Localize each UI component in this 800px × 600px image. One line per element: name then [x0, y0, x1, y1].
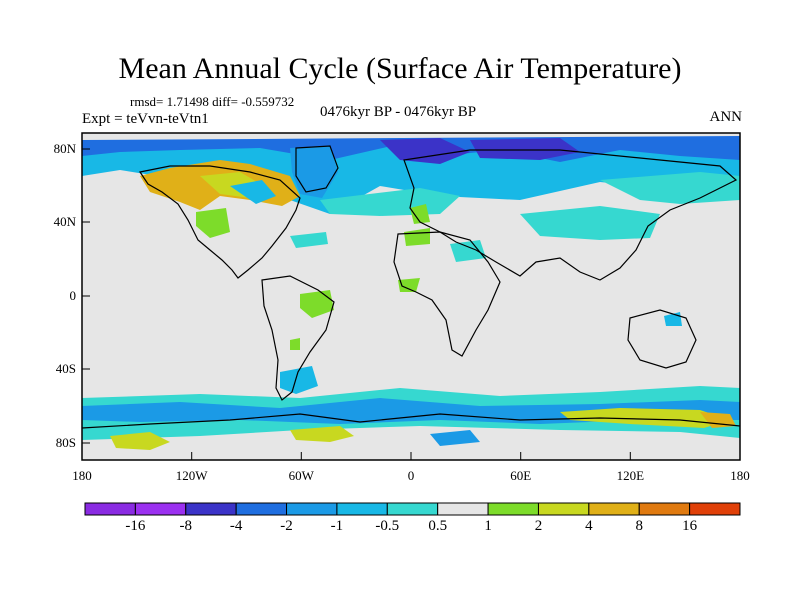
colorbar-label: -16	[125, 518, 146, 534]
antarctica-coast	[81, 413, 741, 429]
field-anomalies	[82, 136, 740, 460]
colorbar-box	[235, 502, 288, 516]
colorbar-box	[286, 502, 338, 516]
lon-tick-label: 180	[730, 468, 750, 483]
colorbar-box	[386, 502, 439, 516]
colorbar-label: -8	[179, 518, 193, 534]
colorbar-box	[134, 502, 187, 516]
colorbar-box	[638, 502, 691, 516]
lon-tick-label: 60W	[289, 468, 315, 483]
period-label: 0476kyr BP - 0476kyr BP	[320, 104, 477, 120]
colorbar-label: -1	[330, 518, 344, 534]
central-atlantic-cyan	[290, 232, 328, 248]
rmsd-diff-stats: rmsd= 1.71498 diff= -0.559732	[130, 94, 295, 109]
lon-tick-label: 60E	[510, 468, 531, 483]
coastlines	[81, 145, 741, 429]
south-america-coast	[261, 275, 335, 401]
colorbar-label: -4	[229, 518, 243, 534]
lat-tick-label: 40S	[56, 361, 76, 376]
colorbar-box	[689, 502, 741, 516]
andes-green	[290, 338, 300, 350]
colorbar-box	[185, 502, 237, 516]
antarctica-light	[82, 426, 740, 460]
longitude-labels: 180 120W 60W 0 60E 120E 180	[72, 468, 750, 483]
lon-tick-label: 120E	[617, 468, 645, 483]
colorbar-label: 16	[682, 518, 698, 534]
antarctica-orange-east	[700, 412, 736, 428]
ross-sea-yellow	[110, 432, 170, 450]
latitude-labels: 80N 40N 0 40S 80S	[54, 141, 77, 450]
colorbar-box	[336, 502, 388, 516]
greenland-coast	[295, 145, 339, 193]
antarctica-yellow-east	[560, 408, 730, 428]
season-label: ANN	[709, 109, 743, 125]
eurasia-coast	[403, 149, 738, 281]
siberia-dark-blue	[380, 138, 470, 164]
africa-coast	[393, 231, 501, 357]
patagonia-cyan	[280, 366, 318, 394]
north-america-cyan-patch	[230, 180, 276, 204]
plot-title: Mean Annual Cycle (Surface Air Temperatu…	[118, 52, 682, 85]
colorbar-box	[537, 502, 590, 516]
europe-green	[410, 204, 430, 224]
australia-coast	[627, 309, 697, 369]
colorbar-label: 8	[635, 518, 643, 534]
lat-tick-label: 0	[70, 288, 77, 303]
experiment-label: Expt = teVvn-teVtn1	[82, 111, 209, 127]
colorbar	[84, 502, 741, 516]
western-us-green	[196, 208, 230, 238]
colorbar-label: 4	[585, 518, 593, 534]
lat-tick-label: 40N	[54, 214, 77, 229]
colorbar-label: -0.5	[375, 518, 400, 534]
lat-tick-label: 80N	[54, 141, 77, 156]
map-ticks	[81, 148, 741, 460]
colorbar-box	[84, 502, 136, 516]
amazon-green	[300, 290, 334, 318]
north-america-coast	[139, 165, 301, 279]
arctic-blue-band	[82, 136, 740, 162]
colorbar-box	[437, 502, 489, 516]
colorbar-label: 0.5	[428, 518, 448, 534]
colorbar-box	[588, 502, 640, 516]
asia-cyan	[520, 206, 660, 240]
lon-tick-label: 0	[408, 468, 415, 483]
africa-green	[398, 278, 420, 292]
lon-tick-label: 120W	[176, 468, 209, 483]
lat-tick-label: 80S	[56, 435, 76, 450]
africa-cyan	[450, 240, 486, 262]
arctic-dark-blue-east	[470, 138, 580, 160]
colorbar-label: 1	[484, 518, 492, 534]
lon-tick-label: 180	[72, 468, 92, 483]
colorbar-label: 2	[534, 518, 543, 534]
colorbar-label: -2	[280, 518, 293, 534]
colorbar-box	[487, 502, 539, 516]
weddell-yellow	[290, 426, 354, 442]
antarctica-blue-patch	[430, 430, 480, 446]
